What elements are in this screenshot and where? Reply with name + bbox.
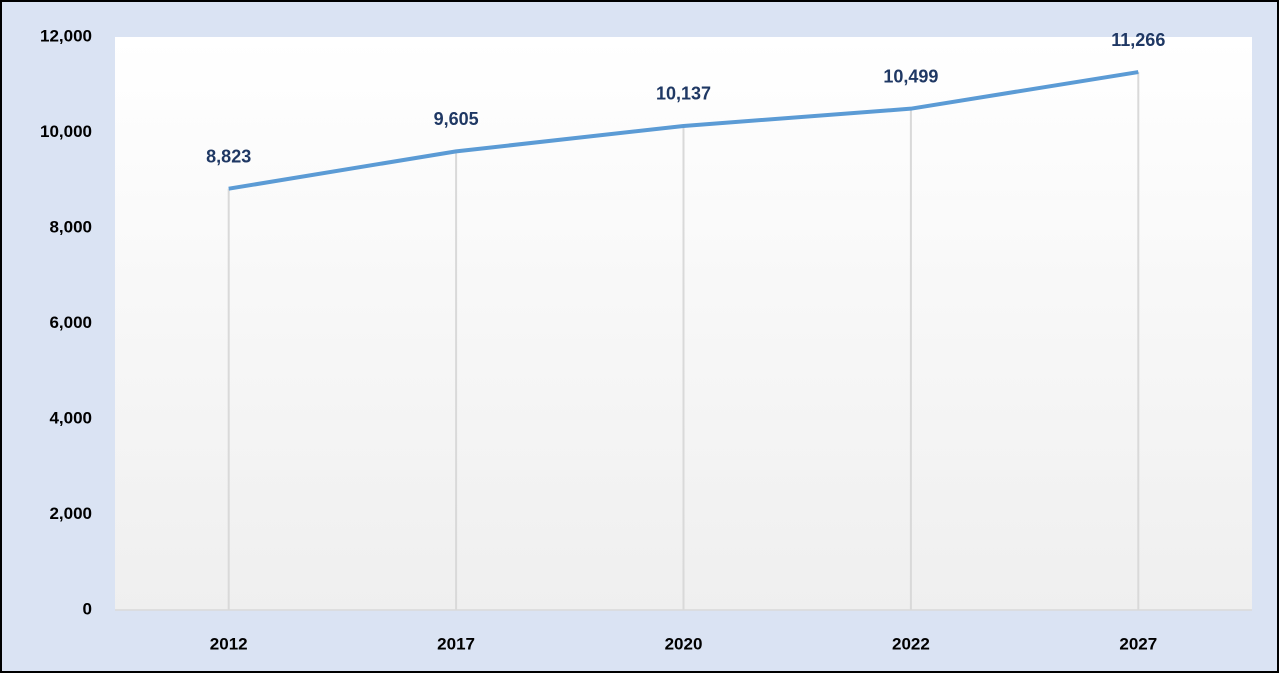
x-tick-label: 2020 (665, 634, 703, 653)
data-label: 10,499 (883, 66, 938, 86)
y-tick-label: 4,000 (49, 408, 92, 427)
y-tick-label: 10,000 (40, 122, 92, 141)
y-tick-label: 12,000 (40, 26, 92, 45)
x-tick-label: 2022 (892, 634, 930, 653)
data-label: 11,266 (1111, 30, 1165, 50)
data-label: 9,605 (434, 109, 479, 129)
data-label: 10,137 (656, 84, 711, 104)
x-tick-label: 2017 (437, 634, 475, 653)
line (228, 70, 1139, 191)
x-tick-label: 2027 (1119, 634, 1157, 653)
y-tick-label: 0 (83, 599, 92, 618)
y-tick-label: 8,000 (49, 217, 92, 236)
x-tick-label: 2012 (210, 634, 248, 653)
data-label: 8,823 (206, 146, 251, 166)
y-tick-label: 6,000 (49, 313, 92, 332)
y-tick-label: 2,000 (49, 504, 92, 523)
